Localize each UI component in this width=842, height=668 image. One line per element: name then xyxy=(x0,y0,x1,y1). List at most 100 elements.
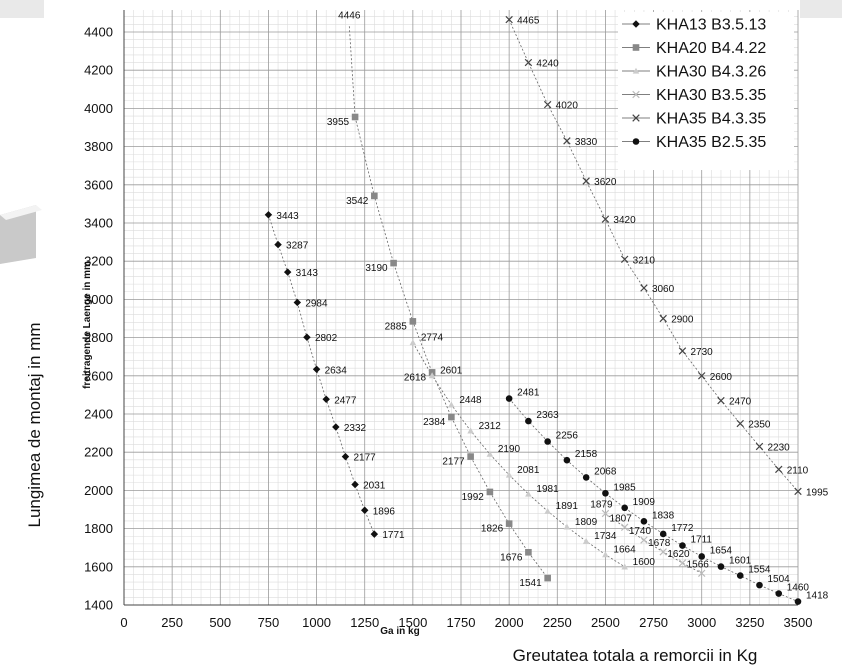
x-tick-label: 1000 xyxy=(302,615,331,630)
data-label: 2477 xyxy=(334,395,357,406)
legend-label: KHA13 B3.5.13 xyxy=(656,17,766,34)
data-point xyxy=(659,530,667,538)
series-line xyxy=(354,116,549,579)
y-tick-label: 1400 xyxy=(84,598,113,613)
data-point xyxy=(640,284,648,292)
data-point xyxy=(505,15,513,24)
x-tick-label: 1500 xyxy=(398,615,427,630)
data-label: 1985 xyxy=(613,482,636,493)
data-point xyxy=(371,192,378,200)
legend-marker xyxy=(632,44,640,51)
data-label: 2158 xyxy=(575,449,598,460)
data-point xyxy=(620,255,629,264)
data-label: 4465 xyxy=(517,16,540,27)
data-label: 1541 xyxy=(519,578,542,589)
data-point xyxy=(659,314,667,323)
data-point xyxy=(293,298,302,307)
data-label: 3210 xyxy=(633,255,656,266)
data-point xyxy=(543,100,552,109)
data-label: 4240 xyxy=(536,59,559,70)
series-line xyxy=(268,214,375,535)
data-label: 1678 xyxy=(648,538,671,549)
left-decor-panel xyxy=(0,0,44,18)
series-line xyxy=(508,398,799,602)
data-point xyxy=(370,530,379,538)
data-label: 3060 xyxy=(652,284,675,295)
data-point xyxy=(717,563,725,570)
data-point xyxy=(563,523,571,530)
data-label: 1838 xyxy=(652,510,675,521)
y-tick-label: 1800 xyxy=(84,521,113,536)
data-label: 2802 xyxy=(315,333,338,344)
y-tick-label: 3600 xyxy=(84,177,113,192)
y-axis-title: freitragende Laenge in mm xyxy=(82,261,93,389)
data-label: 1826 xyxy=(481,524,504,535)
data-point xyxy=(544,507,551,514)
x-tick-label: 750 xyxy=(258,615,280,630)
x-tick-label: 2750 xyxy=(639,615,668,630)
x-tick-label: 3250 xyxy=(735,615,764,630)
data-label: 2256 xyxy=(556,431,579,442)
data-label: 2634 xyxy=(325,365,348,376)
data-point xyxy=(736,572,744,579)
data-point xyxy=(390,259,397,267)
legend-box xyxy=(618,12,794,170)
series-line xyxy=(412,342,625,568)
data-point xyxy=(563,137,571,145)
data-label: 1879 xyxy=(590,500,613,511)
data-point xyxy=(312,365,321,374)
legend-marker xyxy=(632,114,640,122)
data-label: 1620 xyxy=(667,549,690,560)
legend-label: KHA30 B3.5.35 xyxy=(656,87,766,104)
legend: KHA13 B3.5.13 KHA20 B4.4.22 KHA30 B4.3.26 K… xyxy=(618,12,794,170)
legend-label: KHA30 B4.3.26 xyxy=(656,64,766,81)
data-point xyxy=(428,372,436,379)
data-point xyxy=(794,487,802,496)
y-tick-label: 1600 xyxy=(84,559,113,574)
data-point xyxy=(679,542,686,549)
x-axis-title-ro: Greutatea totala a remorcii in Kg xyxy=(513,646,758,665)
x-tick-label: 1250 xyxy=(350,615,379,630)
data-label: 1711 xyxy=(690,535,712,546)
data-point xyxy=(341,452,350,461)
data-label: 2081 xyxy=(517,465,540,476)
data-label: 1740 xyxy=(629,526,652,537)
series-line xyxy=(508,19,799,492)
data-point xyxy=(678,559,687,567)
data-label: 1995 xyxy=(806,487,829,498)
data-label: 1981 xyxy=(536,484,559,495)
data-point xyxy=(525,417,532,425)
data-label: 1676 xyxy=(500,552,523,563)
data-point xyxy=(602,489,609,497)
y-tick-label: 4400 xyxy=(84,25,113,40)
data-point xyxy=(467,453,474,460)
data-label: 2110 xyxy=(787,465,809,476)
data-label: 2031 xyxy=(363,480,386,491)
data-point xyxy=(351,113,359,121)
x-tick-label: 2500 xyxy=(591,615,620,630)
data-point xyxy=(448,413,455,421)
y-tick-label: 2800 xyxy=(84,330,113,345)
data-label: 3420 xyxy=(613,215,636,226)
x-tick-label: 0 xyxy=(120,615,127,630)
y-tick-label: 3800 xyxy=(84,139,113,154)
data-point xyxy=(697,372,706,380)
data-point xyxy=(582,474,590,481)
x-tick-label: 1750 xyxy=(447,615,476,630)
data-point xyxy=(544,574,551,582)
data-label: 2470 xyxy=(729,397,752,408)
legend-label: KHA20 B4.4.22 xyxy=(656,40,766,57)
series-line xyxy=(348,26,356,118)
data-point xyxy=(360,506,369,514)
left-decor-shape xyxy=(0,205,42,264)
x-tick-labels: 0 250 500 750 1000 1250 1500 1750 2000 2250 2500 27… xyxy=(120,615,812,630)
data-point xyxy=(756,581,763,589)
data-point xyxy=(602,551,609,558)
data-label: 3830 xyxy=(575,137,598,148)
data-label: 2448 xyxy=(459,395,482,406)
x-tick-label: 2250 xyxy=(543,615,572,630)
data-point xyxy=(283,268,292,276)
data-point xyxy=(775,590,783,597)
data-label: 1504 xyxy=(767,574,790,585)
legend-marker xyxy=(632,138,640,145)
